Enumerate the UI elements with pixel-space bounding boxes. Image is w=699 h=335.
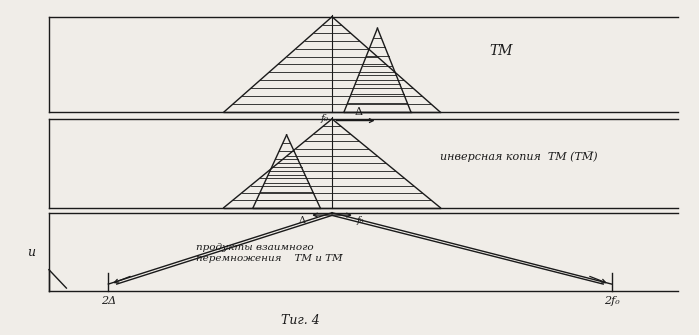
Text: f₀: f₀: [356, 216, 364, 225]
Text: Δ: Δ: [298, 216, 306, 225]
Text: 2f₀: 2f₀: [604, 296, 619, 307]
Text: ΤМ: ΤМ: [489, 44, 513, 58]
Text: инверсная копия  ΤМ (ΤМ̅): инверсная копия ΤМ (ΤМ̅): [440, 151, 598, 162]
Text: перемножения    ΤМ и ΤМ̅: перемножения ΤМ и ΤМ̅: [196, 254, 343, 263]
Text: Δ: Δ: [354, 107, 362, 117]
Text: продукты взаимного: продукты взаимного: [196, 243, 313, 252]
Text: u: u: [27, 246, 36, 259]
Text: Τиг. 4: Τиг. 4: [281, 314, 320, 327]
Text: 2Δ: 2Δ: [101, 296, 116, 307]
Text: f₀: f₀: [321, 115, 329, 123]
